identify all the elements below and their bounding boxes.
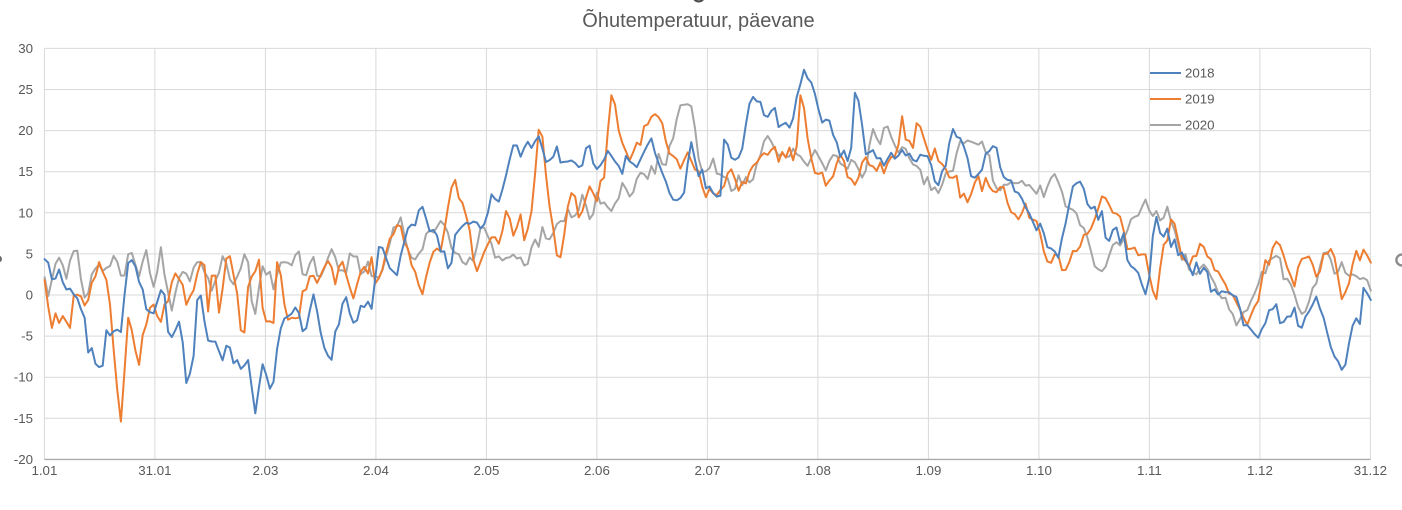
svg-text:Õhutemperatuur, päevane: Õhutemperatuur, päevane <box>582 8 814 32</box>
svg-text:-15: -15 <box>14 411 33 426</box>
svg-text:2.06: 2.06 <box>584 463 610 478</box>
svg-text:0: 0 <box>26 288 33 303</box>
svg-text:1.10: 1.10 <box>1026 463 1052 478</box>
svg-text:2018: 2018 <box>1185 66 1215 81</box>
svg-text:-5: -5 <box>21 329 33 344</box>
svg-text:31.12: 31.12 <box>1354 463 1387 478</box>
svg-text:2.07: 2.07 <box>694 463 720 478</box>
svg-text:15: 15 <box>18 164 33 179</box>
svg-text:31.01: 31.01 <box>138 463 171 478</box>
svg-text:-20: -20 <box>14 452 33 467</box>
svg-text:2020: 2020 <box>1185 118 1215 133</box>
svg-text:1.09: 1.09 <box>915 463 941 478</box>
svg-text:5: 5 <box>26 246 33 261</box>
svg-text:2019: 2019 <box>1185 92 1215 107</box>
svg-text:1.08: 1.08 <box>805 463 831 478</box>
svg-text:30: 30 <box>18 41 33 56</box>
svg-text:20: 20 <box>18 123 33 138</box>
svg-text:2.04: 2.04 <box>363 463 389 478</box>
svg-text:1.01: 1.01 <box>31 463 57 478</box>
svg-text:-10: -10 <box>14 370 33 385</box>
svg-text:1.11: 1.11 <box>1137 463 1162 478</box>
svg-text:25: 25 <box>18 82 33 97</box>
svg-text:10: 10 <box>18 205 33 220</box>
svg-text:2.03: 2.03 <box>252 463 278 478</box>
svg-text:1.12: 1.12 <box>1247 463 1273 478</box>
svg-text:2.05: 2.05 <box>473 463 499 478</box>
